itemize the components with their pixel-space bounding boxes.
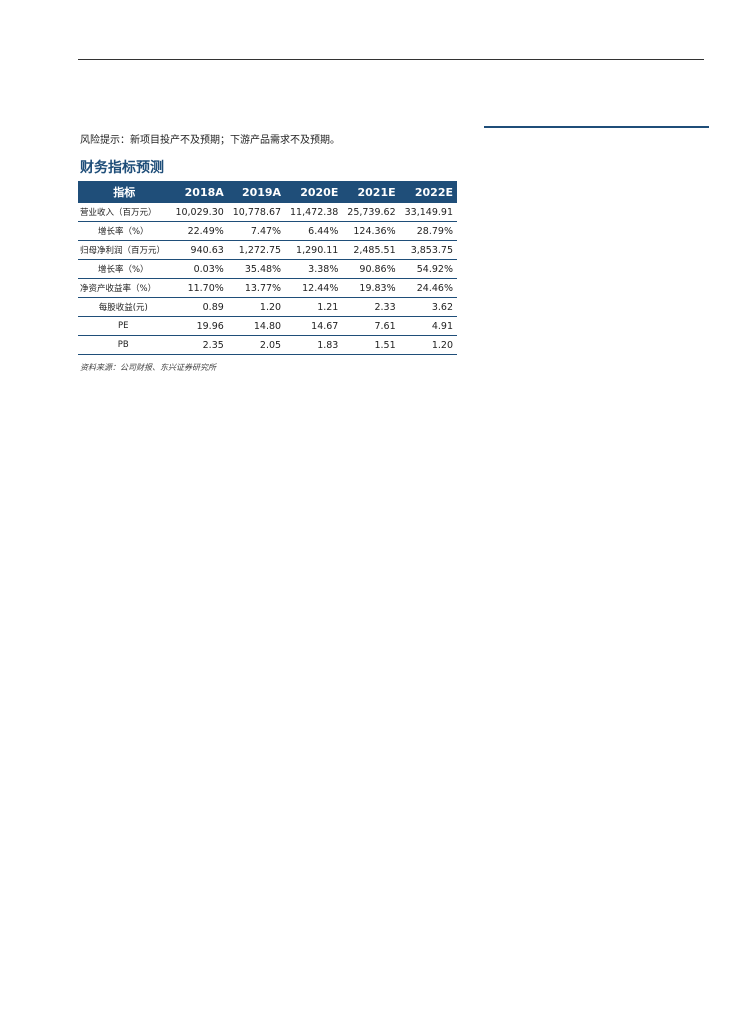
table-body: 营业收入（百万元） 10,029.30 10,778.67 11,472.38 25,7… [78, 203, 457, 355]
value-cell: 1.51 [342, 335, 400, 355]
value-cell: 6.44% [285, 221, 343, 241]
label-cell: 营业收入（百万元） [78, 203, 171, 222]
value-cell: 940.63 [170, 240, 228, 260]
value-cell: 1.21 [285, 297, 343, 317]
label-cell: 归母净利润（百万元） [78, 240, 171, 260]
value-cell: 13.77% [227, 278, 286, 298]
label-cell: 增长率（%） [78, 221, 171, 241]
table-row: PE 19.96 14.80 14.67 7.61 4.91 [78, 316, 457, 336]
source-note: 资料来源：公司财报、东兴证券研究所 [80, 363, 216, 372]
value-cell: 124.36% [342, 221, 400, 241]
section-title: 财务指标预测 [80, 160, 164, 176]
label-cell: 每股收益(元) [78, 297, 171, 317]
value-cell: 90.86% [342, 259, 400, 279]
value-cell: 1.20 [227, 297, 286, 317]
value-cell: 25,739.62 [342, 203, 400, 222]
value-cell: 19.96 [170, 316, 228, 336]
value-cell: 11,472.38 [285, 203, 343, 222]
value-cell: 14.67 [285, 316, 343, 336]
table-row: 每股收益(元) 0.89 1.20 1.21 2.33 3.62 [78, 297, 457, 317]
value-cell: 2,485.51 [342, 240, 400, 260]
table-row: PB 2.35 2.05 1.83 1.51 1.20 [78, 335, 457, 355]
table-row: 净资产收益率（%） 11.70% 13.77% 12.44% 19.83% 24.46% [78, 278, 457, 298]
value-cell: 3.38% [285, 259, 343, 279]
value-cell: 33,149.91 [399, 203, 457, 222]
value-cell: 28.79% [399, 221, 457, 241]
header-cell: 2020E [285, 181, 343, 203]
table-row: 增长率（%） 22.49% 7.47% 6.44% 124.36% 28.79% [78, 221, 457, 241]
value-cell: 1,290.11 [285, 240, 343, 260]
value-cell: 54.92% [399, 259, 457, 279]
value-cell: 24.46% [399, 278, 457, 298]
value-cell: 3.62 [399, 297, 457, 317]
value-cell: 0.03% [170, 259, 228, 279]
value-cell: 0.89 [170, 297, 228, 317]
table-row: 增长率（%） 0.03% 35.48% 3.38% 90.86% 54.92% [78, 259, 457, 279]
label-cell: 净资产收益率（%） [78, 278, 171, 298]
risk-note: 风险提示：新项目投产不及预期；下游产品需求不及预期。 [80, 135, 340, 146]
value-cell: 4.91 [399, 316, 457, 336]
label-cell: 增长率（%） [78, 259, 171, 279]
label-cell: PE [78, 316, 171, 336]
value-cell: 7.61 [342, 316, 400, 336]
value-cell: 14.80 [227, 316, 286, 336]
header-cell: 2018A [170, 181, 228, 203]
header-rule [78, 59, 704, 60]
value-cell: 2.05 [227, 335, 286, 355]
table-row: 归母净利润（百万元） 940.63 1,272.75 1,290.11 2,485.51… [78, 240, 457, 260]
value-cell: 1,272.75 [227, 240, 286, 260]
value-cell: 2.33 [342, 297, 400, 317]
value-cell: 10,029.30 [170, 203, 228, 222]
value-cell: 10,778.67 [227, 203, 286, 222]
value-cell: 3,853.75 [399, 240, 457, 260]
header-cell: 2022E [399, 181, 457, 203]
header-cell: 2021E [342, 181, 400, 203]
value-cell: 12.44% [285, 278, 343, 298]
side-rule [484, 126, 709, 128]
value-cell: 1.83 [285, 335, 343, 355]
table-row: 营业收入（百万元） 10,029.30 10,778.67 11,472.38 25,7… [78, 203, 457, 222]
label-cell: PB [78, 335, 171, 355]
header-cell: 2019A [227, 181, 286, 203]
value-cell: 35.48% [227, 259, 286, 279]
value-cell: 11.70% [170, 278, 228, 298]
forecast-table: 指标 2018A 2019A 2020E 2021E 2022E 营业收入（百万元） 10,0… [78, 181, 457, 355]
value-cell: 2.35 [170, 335, 228, 355]
value-cell: 19.83% [342, 278, 400, 298]
value-cell: 7.47% [227, 221, 286, 241]
header-cell: 指标 [78, 181, 171, 203]
value-cell: 1.20 [399, 335, 457, 355]
header-row: 指标 2018A 2019A 2020E 2021E 2022E [78, 181, 457, 203]
value-cell: 22.49% [170, 221, 228, 241]
